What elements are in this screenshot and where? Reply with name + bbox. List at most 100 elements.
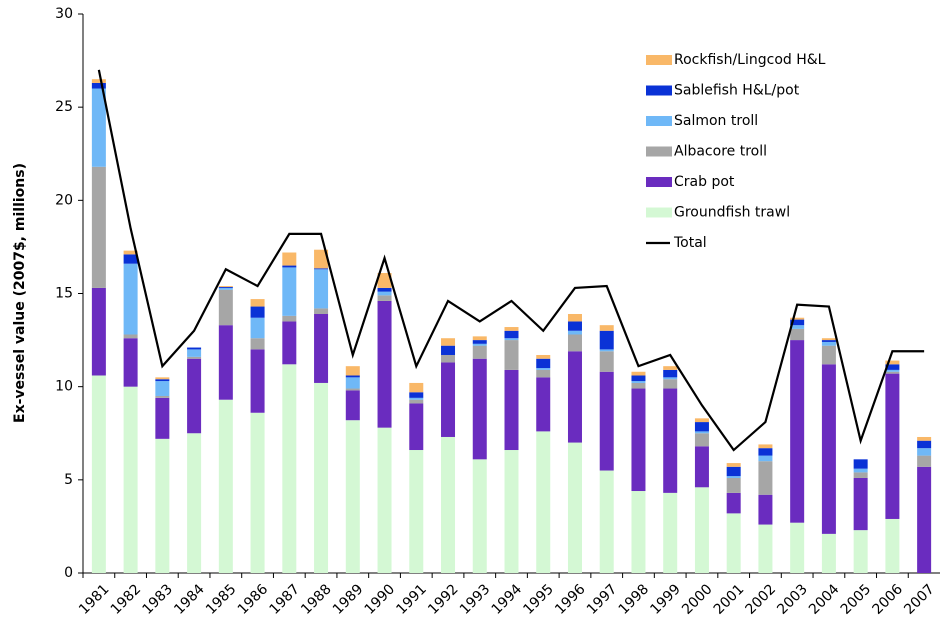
- bar-segment: [726, 463, 741, 467]
- bar-segment: [599, 470, 614, 573]
- bar-segment: [187, 433, 202, 573]
- y-axis-label: Ex-vessel value (2007$, millions): [12, 163, 28, 423]
- bar-segment: [504, 330, 519, 339]
- bar-segment: [472, 345, 487, 359]
- bar-segment: [91, 88, 106, 167]
- bar-segment: [758, 444, 773, 449]
- bar-segment: [123, 334, 138, 339]
- bar-segment: [218, 325, 233, 400]
- bar-segment: [345, 390, 360, 421]
- bar-segment: [694, 431, 709, 434]
- bar-segment: [409, 450, 424, 573]
- x-tick-label: 1984: [171, 581, 208, 618]
- legend-swatch: [646, 177, 672, 187]
- bar-segment: [377, 287, 392, 292]
- bar-segment: [155, 381, 170, 396]
- bar-segment: [441, 436, 456, 573]
- bar-segment: [885, 373, 900, 519]
- bar-segment: [218, 287, 233, 290]
- bar-segment: [282, 265, 297, 268]
- bar-segment: [758, 448, 773, 456]
- bar-segment: [123, 254, 138, 264]
- bar-segment: [250, 338, 265, 350]
- bar-segment: [91, 79, 106, 83]
- bar-segment: [599, 351, 614, 372]
- bar-segment: [282, 321, 297, 365]
- bar-segment: [821, 341, 836, 346]
- bar-segment: [726, 477, 741, 493]
- bar-segment: [282, 315, 297, 322]
- bar-segment: [409, 382, 424, 393]
- bar-segment: [345, 377, 360, 389]
- x-tick-label: 1987: [266, 581, 303, 618]
- bar-segment: [123, 263, 138, 335]
- bar-segment: [282, 252, 297, 266]
- bar-segment: [187, 347, 202, 350]
- bar-segment: [504, 450, 519, 573]
- bar-segment: [726, 513, 741, 573]
- bar-segment: [536, 369, 551, 378]
- bar-segment: [694, 487, 709, 573]
- x-tick-label: 2007: [901, 581, 938, 618]
- bar-segment: [599, 325, 614, 331]
- total-line: [97, 69, 925, 452]
- bar-segment: [917, 436, 932, 441]
- bar-segment: [663, 377, 678, 380]
- bar-segment: [853, 530, 868, 573]
- bar-segment: [821, 533, 836, 573]
- legend-swatch: [646, 207, 672, 218]
- bar-segment: [187, 358, 202, 434]
- bar-segment: [631, 381, 646, 383]
- bar-segment: [314, 308, 329, 314]
- bar-segment: [821, 345, 836, 365]
- y-tick-label: 30: [55, 6, 73, 22]
- bar-segment: [250, 412, 265, 573]
- bar-segment: [123, 386, 138, 573]
- legend-label: Total: [673, 235, 707, 251]
- bar-segment: [758, 524, 773, 573]
- bar-segment: [567, 330, 582, 335]
- y-tick-label: 15: [55, 286, 73, 302]
- x-tick-label: 1983: [139, 581, 176, 618]
- bar-segment: [821, 338, 836, 341]
- bar-segment: [91, 287, 106, 376]
- bar-segment: [536, 377, 551, 432]
- x-tick-label: 1989: [330, 581, 367, 618]
- bar-segment: [536, 354, 551, 359]
- bar-segment: [377, 427, 392, 573]
- bar-segment: [409, 399, 424, 404]
- bar-segment: [694, 446, 709, 488]
- bar-segment: [567, 351, 582, 443]
- legend-label: Groundfish trawl: [674, 205, 790, 221]
- bar-segment: [917, 440, 932, 449]
- bar-segment: [694, 433, 709, 447]
- bar-segment: [567, 321, 582, 331]
- x-tick-label: 2005: [838, 581, 875, 618]
- bar-segment: [345, 375, 360, 378]
- bar-segment: [504, 340, 519, 370]
- bar-segment: [726, 476, 741, 478]
- x-tick-label: 1999: [647, 581, 684, 618]
- bar-segment: [314, 268, 329, 270]
- bar-segment: [409, 403, 424, 451]
- bar-segment: [91, 375, 106, 573]
- bar-segment: [441, 354, 456, 363]
- legend-label: Albacore troll: [674, 144, 767, 160]
- bar-segment: [917, 466, 932, 573]
- bar-segment: [472, 340, 487, 344]
- bar-segment: [790, 317, 805, 320]
- bar-segment: [567, 313, 582, 322]
- legend-swatch: [646, 85, 672, 96]
- bar-segment: [250, 306, 265, 318]
- bar-segment: [441, 345, 456, 355]
- bar-segment: [123, 250, 138, 255]
- bar-segment: [726, 492, 741, 514]
- bar-segment: [155, 377, 170, 380]
- bar-segment: [441, 338, 456, 346]
- bar-segment: [91, 82, 106, 89]
- bar-segment: [758, 455, 773, 462]
- bar-segment: [663, 379, 678, 389]
- legend-swatch: [646, 55, 672, 65]
- bar-segment: [314, 313, 329, 383]
- bar-segment: [155, 379, 170, 382]
